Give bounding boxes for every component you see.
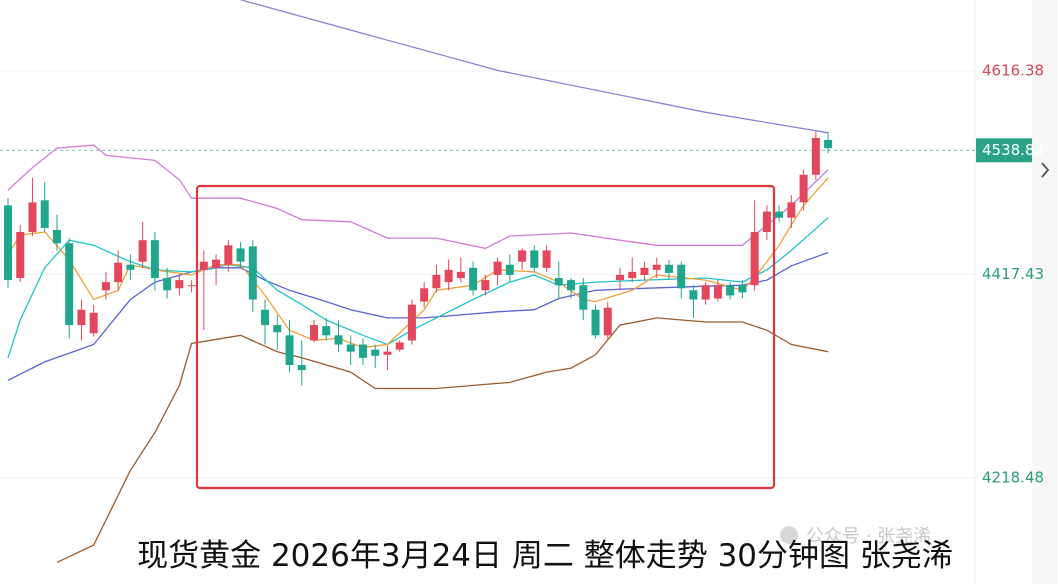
candle-body — [664, 264, 673, 273]
candle-body — [432, 274, 441, 289]
candle-body — [163, 278, 172, 291]
candle-body — [273, 325, 282, 333]
candle-body — [261, 309, 270, 326]
candle-body — [469, 267, 478, 291]
candle-body — [101, 282, 110, 291]
candle-body — [811, 137, 820, 175]
candle-body — [701, 285, 710, 300]
candle-body — [652, 264, 661, 270]
candle-body — [603, 307, 612, 336]
candle-body — [175, 280, 184, 289]
expand-arrow[interactable] — [1041, 162, 1050, 178]
candle-body — [199, 261, 208, 270]
indicator-line — [7, 144, 829, 250]
candle-body — [530, 250, 539, 268]
candle-body — [383, 351, 392, 355]
last-price-box — [976, 138, 1032, 163]
candle-body — [677, 264, 686, 289]
candle-body — [628, 271, 637, 279]
candle-body — [420, 288, 429, 302]
watermark-icon — [780, 526, 798, 544]
candle-body — [77, 309, 86, 326]
y-tick-label: 4616.38 — [982, 62, 1044, 80]
candle-body — [126, 264, 135, 270]
watermark: 公众号 · 张尧浠 — [806, 526, 931, 547]
candle-body — [65, 243, 74, 326]
candle-body — [322, 326, 331, 336]
candle-body — [371, 349, 380, 356]
highlight-box — [195, 184, 776, 490]
candle-body — [726, 285, 735, 296]
candle-body — [481, 280, 490, 291]
candle-body — [212, 259, 221, 268]
y-tick-label: 4218.48 — [982, 469, 1044, 487]
candle-body — [40, 200, 49, 228]
candle-body — [150, 240, 159, 279]
candle-body — [444, 269, 453, 283]
candle-body — [493, 261, 502, 275]
candle-body — [567, 280, 576, 291]
candle-body — [689, 290, 698, 300]
candle-body — [762, 211, 771, 233]
candle-body — [285, 335, 294, 365]
candle-body — [16, 232, 25, 279]
candle-body — [775, 211, 784, 218]
candle-body — [89, 312, 98, 334]
indicator-line — [56, 317, 829, 563]
candle-body — [358, 344, 367, 358]
candle-body — [750, 232, 759, 286]
candle-body — [187, 285, 196, 287]
candle-body — [138, 240, 147, 262]
candle-body — [395, 342, 404, 350]
candle-body — [346, 344, 355, 352]
candle-body — [579, 285, 588, 310]
candle-body — [554, 278, 563, 286]
candle-body — [334, 335, 343, 345]
candle-body — [738, 285, 747, 293]
candle-body — [4, 205, 12, 281]
indicator-line — [7, 217, 829, 358]
candle-body — [787, 202, 796, 218]
candle-body — [824, 139, 833, 149]
candle-body — [591, 309, 600, 336]
candle-body — [640, 267, 649, 275]
candle-body — [407, 304, 416, 341]
candle-body — [52, 229, 61, 244]
candle-body — [297, 364, 306, 371]
candle-body — [28, 202, 37, 233]
last-price-label: 4538.84 — [982, 141, 1044, 159]
candle-body — [518, 250, 527, 262]
side-panel — [1032, 0, 1058, 584]
candle-body — [236, 248, 245, 262]
indicator-line — [240, 0, 829, 134]
plot-area — [0, 0, 975, 563]
candle-body — [224, 245, 233, 265]
y-tick-label: 4417.43 — [982, 265, 1044, 283]
candle-body — [456, 271, 465, 279]
candle-body — [505, 264, 514, 275]
candle-body — [616, 274, 624, 281]
candle-body — [713, 285, 722, 299]
candle-body — [542, 250, 551, 268]
indicator-line — [7, 177, 829, 349]
chart-title: 现货黄金 2026年3月24日 周二 整体走势 30分钟图 张尧浠 — [137, 538, 953, 574]
candle-body — [114, 262, 123, 283]
candle-body — [310, 325, 318, 341]
candle-body — [799, 174, 808, 203]
candle-body — [248, 246, 257, 300]
